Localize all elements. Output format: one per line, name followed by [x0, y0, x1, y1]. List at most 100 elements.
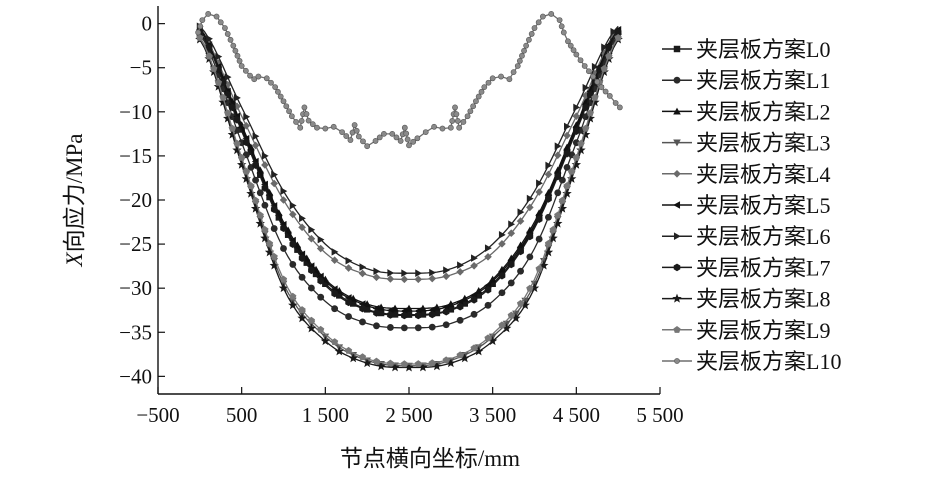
series-point: [386, 275, 395, 283]
series-point: [219, 93, 227, 101]
series-point: [307, 316, 316, 324]
series-point: [516, 57, 523, 64]
series-point: [616, 104, 623, 111]
series-7: [196, 28, 622, 320]
series-point: [442, 321, 450, 329]
series-point: [345, 313, 352, 320]
series-point: [293, 119, 299, 125]
series-point: [344, 264, 353, 272]
legend-item: 夹层板方案L10: [662, 349, 841, 374]
series-point: [516, 299, 525, 307]
series-point: [556, 17, 563, 24]
series-point: [373, 267, 381, 276]
series-point: [331, 248, 339, 256]
series-point: [526, 284, 534, 292]
series-point: [289, 201, 297, 210]
series-point: [567, 42, 574, 49]
legend-item: 夹层板方案L5: [662, 193, 830, 218]
series-point: [614, 33, 622, 41]
legend: 夹层板方案L0 夹层板方案L1 夹层板方案L2 夹层板方案L3 夹层板方案L4 夹层板方案…: [662, 37, 841, 374]
series-point: [363, 306, 371, 313]
series-point: [263, 75, 270, 82]
series-point: [568, 167, 576, 175]
series-point: [498, 321, 506, 329]
legend-item: 夹层板方案L1: [662, 68, 830, 93]
series-point: [478, 88, 485, 95]
series-point: [278, 283, 289, 293]
y-tick-label: −40: [119, 364, 152, 388]
series-point: [431, 123, 437, 130]
series-point: [544, 239, 553, 247]
series-point: [247, 148, 255, 156]
series-point: [316, 244, 325, 253]
series-point: [470, 310, 478, 318]
series-point: [317, 235, 325, 244]
series-point: [439, 125, 446, 132]
series-point: [260, 233, 270, 243]
x-tick-label: 1 500: [302, 403, 349, 427]
series-point: [355, 133, 362, 140]
series-point: [261, 225, 269, 233]
series-point: [229, 103, 236, 112]
series-point: [389, 130, 396, 137]
series-point: [255, 218, 265, 228]
series-point: [456, 351, 464, 359]
series-point: [467, 108, 474, 115]
series-point: [406, 142, 412, 149]
series-point: [484, 253, 492, 261]
series-point: [303, 259, 310, 266]
legend-marker: [673, 45, 681, 53]
series-point: [558, 23, 565, 30]
series-point: [563, 149, 571, 158]
series-point: [196, 33, 204, 41]
legend-label: 夹层板方案L0: [696, 37, 830, 62]
series-point: [351, 122, 358, 128]
series-point: [380, 130, 387, 137]
series-point: [585, 68, 592, 75]
series-point: [269, 260, 279, 270]
series-point: [386, 324, 394, 331]
y-tick-label: −15: [119, 144, 152, 168]
series-point: [516, 217, 525, 225]
series-point: [270, 225, 278, 233]
series-point: [498, 240, 506, 248]
legend-label: 夹层板方案L7: [696, 255, 830, 280]
legend-item: 夹层板方案L3: [662, 131, 830, 156]
series-point: [317, 293, 325, 301]
series-point: [585, 113, 595, 123]
series-point: [484, 244, 492, 252]
series-point: [470, 103, 477, 110]
series-point: [590, 97, 600, 107]
series-point: [443, 266, 450, 275]
series-point: [233, 139, 241, 147]
series-point: [234, 52, 241, 59]
series-point: [471, 254, 478, 262]
series-9: [196, 33, 622, 368]
series-point: [261, 184, 269, 192]
series-point: [523, 42, 530, 49]
series-point: [293, 241, 302, 249]
y-tick-label: 0: [142, 12, 153, 36]
series-point: [306, 323, 317, 333]
legend-label: 夹层板方案L3: [696, 131, 830, 156]
y-axis-title-rest: 向应力/MPa: [62, 134, 87, 253]
series-point: [215, 52, 223, 61]
series-point: [614, 28, 622, 37]
series-point: [205, 11, 212, 17]
series-point: [308, 225, 316, 234]
legend-marker: [673, 170, 681, 178]
series-point: [252, 132, 260, 141]
series-point: [222, 25, 228, 31]
series-point: [213, 81, 224, 91]
series-point: [573, 51, 580, 58]
series-point: [390, 362, 400, 372]
series-point: [206, 35, 213, 43]
series-point: [283, 103, 290, 110]
x-tick-label: −500: [136, 403, 179, 427]
series-point: [289, 292, 297, 300]
series-point: [582, 103, 589, 112]
series-point: [501, 323, 512, 333]
series-point: [246, 188, 256, 198]
series-point: [526, 203, 534, 212]
series-point: [519, 52, 525, 59]
